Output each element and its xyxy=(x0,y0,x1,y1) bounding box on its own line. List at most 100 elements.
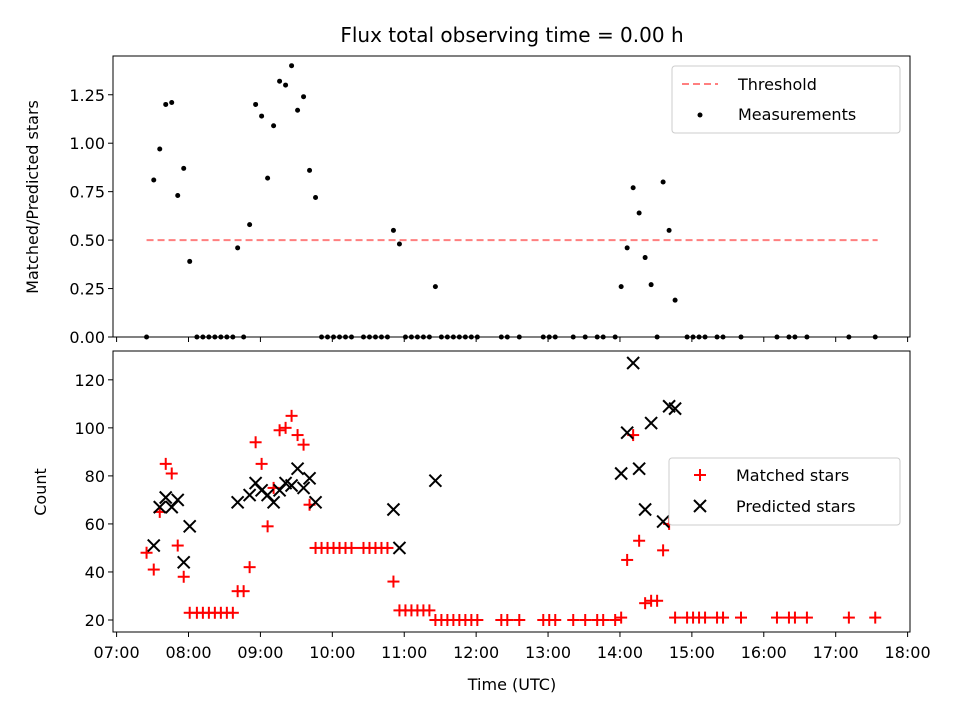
legend-predicted-label: Predicted stars xyxy=(736,497,856,516)
matched-star-point xyxy=(651,594,664,607)
matched-star-point xyxy=(177,570,190,583)
matched-star-point xyxy=(842,611,855,624)
top-y-tick-label: 0.00 xyxy=(69,328,105,347)
predicted-star-point xyxy=(284,478,299,493)
matched-star-point xyxy=(549,613,562,626)
top-y-ticks: 0.00 0.25 0.50 0.75 1.00 1.25 xyxy=(69,86,113,347)
predicted-star-point xyxy=(428,473,443,488)
measurement-point xyxy=(301,94,307,100)
matched-star-point xyxy=(657,544,670,557)
bottom-panel: 20 40 60 80 100 120 07:00 08:00 09:00 10:00 11:00… xyxy=(31,350,931,694)
predicted-star-point xyxy=(626,356,640,370)
measurement-point xyxy=(672,297,678,303)
predicted-star-point xyxy=(620,425,634,440)
top-x-ticks xyxy=(116,337,909,342)
matched-star-point xyxy=(165,467,178,480)
measurement-point xyxy=(271,123,277,129)
measurement-point xyxy=(235,245,241,251)
top-y-tick-label: 0.75 xyxy=(69,183,105,202)
measurement-point xyxy=(187,258,193,264)
top-y-tick-label: 0.50 xyxy=(69,231,105,250)
measurement-point xyxy=(648,282,654,288)
chart-title: Flux total observing time = 0.00 h xyxy=(340,23,683,47)
measurement-point xyxy=(630,185,636,191)
matched-star-point xyxy=(788,611,801,624)
matched-star-point xyxy=(633,534,646,547)
measurement-point xyxy=(666,227,672,233)
predicted-star-point xyxy=(392,541,407,555)
matched-star-point xyxy=(615,611,628,624)
bottom-plot-area xyxy=(140,356,882,626)
matched-star-point xyxy=(567,613,580,626)
bottom-y-tick-label: 80 xyxy=(85,467,105,486)
bottom-legend-box xyxy=(668,457,901,526)
measurement-point xyxy=(283,82,289,88)
measurement-point xyxy=(396,241,402,247)
matched-star-point xyxy=(345,541,358,554)
matched-star-point xyxy=(513,613,526,626)
bottom-x-ticks: 07:00 08:00 09:00 10:00 11:00 12:00 13:00 14:00… xyxy=(94,632,931,662)
matched-star-point xyxy=(621,553,634,566)
matched-star-point xyxy=(597,613,610,626)
matched-star-point xyxy=(770,611,783,624)
matched-star-point xyxy=(501,613,514,626)
bottom-legend: Matched stars Predicted stars xyxy=(668,457,901,526)
measurement-point xyxy=(169,100,175,106)
x-tick-label: 11:00 xyxy=(381,643,427,662)
measurement-point xyxy=(253,101,259,107)
top-legend-box xyxy=(671,65,901,134)
top-legend: Threshold Measurements xyxy=(671,65,901,134)
measurement-point xyxy=(618,284,624,290)
matched-star-point xyxy=(869,611,882,624)
predicted-star-point xyxy=(177,555,191,570)
measurement-point xyxy=(163,101,169,107)
top-y-tick-label: 0.25 xyxy=(69,280,105,299)
bottom-y-tick-label: 120 xyxy=(74,371,105,390)
legend-threshold-label: Threshold xyxy=(737,75,817,94)
bottom-axes-frame xyxy=(112,350,911,633)
measurement-point xyxy=(624,245,630,251)
matched-star-point xyxy=(273,424,286,437)
matched-star-point xyxy=(579,613,592,626)
measurement-point xyxy=(289,63,295,69)
measurement-point xyxy=(295,107,301,113)
predicted-star-point xyxy=(644,416,658,430)
matched-star-point xyxy=(387,575,400,588)
measurement-point xyxy=(175,193,181,199)
matched-star-point xyxy=(237,585,250,598)
predicted-star-point xyxy=(266,495,281,510)
predicted-star-point xyxy=(159,490,173,505)
predicted-star-point xyxy=(171,493,185,507)
top-panel: 0.00 0.25 0.50 0.75 1.00 1.25 Matched/Predict… xyxy=(23,55,911,347)
top-plot-area xyxy=(144,63,878,340)
matched-star-point xyxy=(381,541,394,554)
x-tick-label: 09:00 xyxy=(237,643,283,662)
bottom-y-tick-label: 40 xyxy=(85,563,105,582)
predicted-star-point xyxy=(153,500,167,514)
predicted-star-point xyxy=(614,466,628,481)
measurement-point xyxy=(247,222,253,228)
legend-measurements-marker xyxy=(697,112,703,118)
predicted-star-point xyxy=(386,502,401,517)
matched-star-point xyxy=(285,409,298,422)
top-y-axis-label: Matched/Predicted stars xyxy=(23,100,42,294)
matched-star-point xyxy=(800,611,813,624)
predicted-star-point xyxy=(230,495,245,510)
top-axes-frame xyxy=(112,55,911,338)
matched-star-point xyxy=(297,438,310,451)
matched-star-point xyxy=(735,611,748,624)
matched-star-point xyxy=(471,613,484,626)
measurement-point xyxy=(157,146,163,152)
bottom-y-tick-label: 60 xyxy=(85,515,105,534)
matched-star-point xyxy=(249,436,262,449)
matched-star-point xyxy=(226,606,239,619)
x-tick-label: 15:00 xyxy=(669,643,715,662)
measurement-point xyxy=(642,255,648,261)
matched-star-point xyxy=(699,611,712,624)
bottom-y-tick-label: 100 xyxy=(74,419,105,438)
top-y-tick-label: 1.00 xyxy=(69,134,105,153)
x-tick-label: 14:00 xyxy=(597,643,643,662)
matched-star-point xyxy=(291,429,304,442)
measurement-point xyxy=(259,113,265,119)
matched-star-point xyxy=(171,539,184,552)
